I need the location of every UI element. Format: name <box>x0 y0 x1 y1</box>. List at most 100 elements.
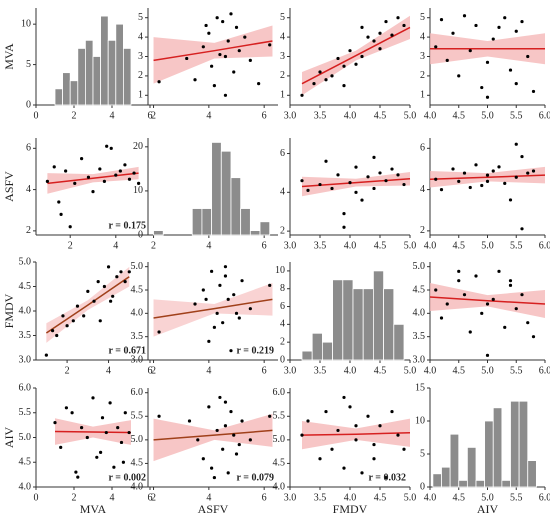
point <box>210 269 214 273</box>
point <box>306 419 310 423</box>
point <box>123 163 127 167</box>
y-tick-label: 6 <box>280 301 285 312</box>
bar <box>342 279 354 361</box>
x-tick-label: 4.0 <box>344 240 357 251</box>
x-tick-label: 4.5 <box>374 110 387 121</box>
point <box>201 288 205 292</box>
y-tick-label: 2 <box>26 225 31 236</box>
x-tick-label: 4 <box>110 492 115 503</box>
annotation: r = 0.219 <box>237 345 274 356</box>
point <box>65 324 69 328</box>
y-tick-label: 5 <box>280 12 285 23</box>
y-tick-label: 10 <box>21 18 31 29</box>
y-tick-label: 5 <box>420 12 425 23</box>
point <box>390 409 394 414</box>
y-tick-label: 0 <box>26 99 31 110</box>
point <box>187 419 192 423</box>
point <box>354 62 358 66</box>
point <box>396 173 400 177</box>
y-tick-label: 5 <box>138 12 143 23</box>
point <box>204 23 208 28</box>
y-tick-label: 6 <box>280 148 285 159</box>
x-tick-label: 5.0 <box>404 365 417 376</box>
point <box>73 181 77 186</box>
point <box>45 179 50 183</box>
y-tick-label: 10 <box>415 415 425 426</box>
point <box>360 198 364 202</box>
point <box>526 321 530 325</box>
fit-line <box>429 296 546 305</box>
point <box>372 39 376 43</box>
point <box>234 311 239 315</box>
confidence-band <box>302 171 410 197</box>
x-tick-label: 4.5 <box>453 240 466 251</box>
point <box>268 414 272 418</box>
point <box>526 54 530 59</box>
fit-line <box>54 430 132 434</box>
bar <box>230 177 242 236</box>
point <box>218 395 222 400</box>
point <box>360 54 364 59</box>
point <box>102 179 106 183</box>
bar <box>123 48 132 106</box>
point <box>445 302 449 306</box>
point <box>485 95 490 99</box>
bar <box>466 446 477 488</box>
point <box>221 447 225 451</box>
point <box>354 438 358 442</box>
point <box>96 280 100 284</box>
point <box>86 289 90 293</box>
point <box>127 270 131 274</box>
bar <box>201 208 213 236</box>
annotation: r = 0.032 <box>369 472 406 483</box>
annotation: r = 0.175 <box>109 220 146 231</box>
point <box>497 25 501 29</box>
point <box>508 283 513 287</box>
point <box>402 23 406 28</box>
bar <box>475 479 486 488</box>
point <box>52 165 56 169</box>
point <box>457 74 461 78</box>
x-tick-label: 2 <box>151 240 156 251</box>
y-tick-label: 5.0 <box>19 256 32 267</box>
y-tick-label: 2 <box>280 336 285 347</box>
point <box>318 457 322 461</box>
point <box>212 325 216 329</box>
x-tick-label: 2 <box>151 492 156 503</box>
point <box>64 406 68 410</box>
point <box>268 283 272 287</box>
bar <box>449 433 460 488</box>
point <box>485 173 490 177</box>
point <box>354 190 358 194</box>
point <box>95 455 99 459</box>
x-tick-label: 6 <box>148 365 153 376</box>
x-tick-label: 4.0 <box>424 492 437 503</box>
point <box>508 279 513 283</box>
point <box>342 212 346 216</box>
point <box>520 227 524 231</box>
point <box>59 212 63 216</box>
point <box>434 288 438 292</box>
point <box>366 414 370 418</box>
x-tick-label: 6 <box>262 365 267 376</box>
y-tick-label: 10 <box>275 265 285 276</box>
point <box>76 475 80 479</box>
y-axis-label: ASFV <box>2 171 16 202</box>
y-tick-label: 3 <box>280 51 285 62</box>
x-tick-label: 3.5 <box>314 110 327 121</box>
point <box>123 280 127 284</box>
fit-line <box>429 174 546 181</box>
point <box>378 47 382 51</box>
y-tick-label: 2 <box>138 70 143 81</box>
x-tick-label: 4.5 <box>453 365 466 376</box>
fit-line <box>153 429 273 441</box>
point <box>462 293 467 297</box>
y-tick-label: 4.5 <box>131 458 144 469</box>
y-tick-label: 4 <box>420 184 425 195</box>
point <box>514 29 518 33</box>
point <box>439 316 444 320</box>
point <box>491 37 495 41</box>
x-axis-label: AIV <box>477 502 499 516</box>
y-tick-label: 4 <box>280 187 285 198</box>
bar <box>77 48 86 106</box>
